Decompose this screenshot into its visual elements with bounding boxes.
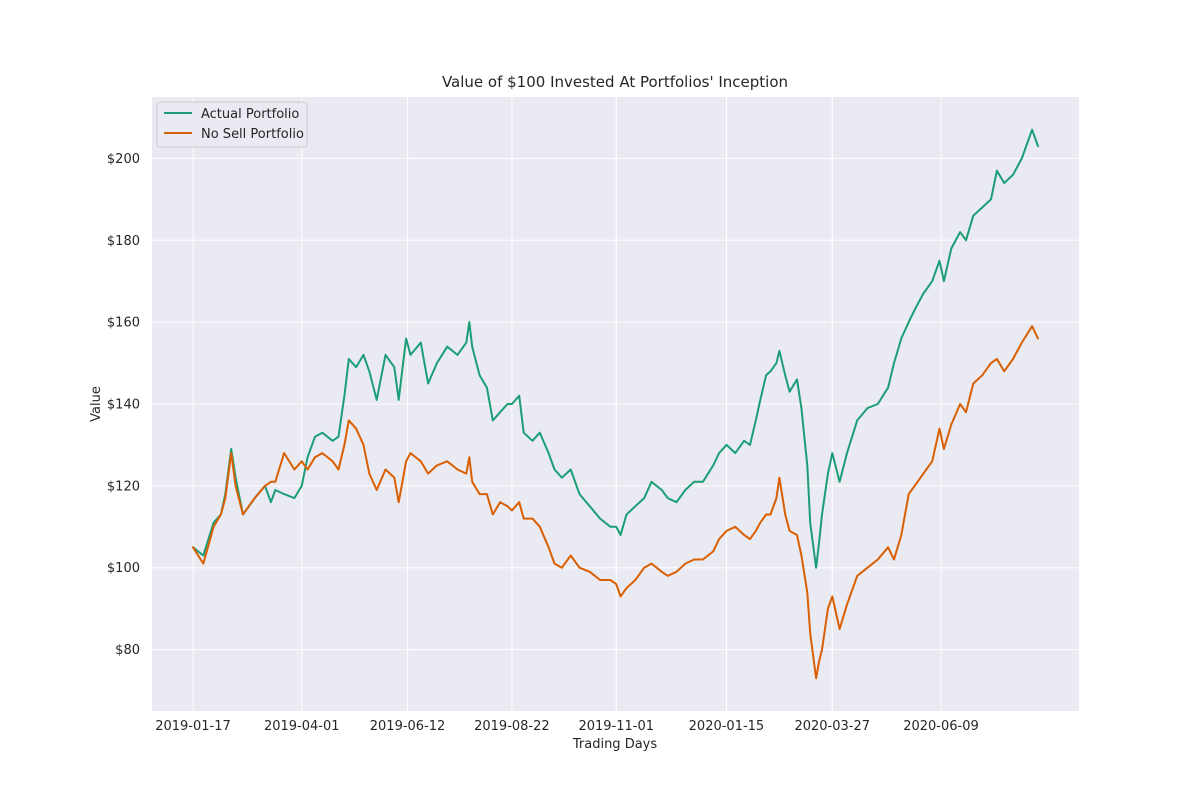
x-tick-label: 2020-06-09 [903, 719, 979, 734]
chart-title: Value of $100 Invested At Portfolios' In… [442, 73, 788, 91]
x-axis-label: Trading Days [572, 737, 657, 752]
y-tick-label: $180 [107, 234, 140, 249]
x-tick-labels: 2019-01-17 2019-04-01 2019-06-12 2019-08-22… [155, 719, 979, 734]
legend: Actual Portfolio No Sell Portfolio [156, 101, 308, 148]
x-tick-label: 2019-11-01 [578, 719, 654, 734]
legend-label-actual-portfolio: Actual Portfolio [201, 107, 299, 122]
no-sell-portfolio-line [192, 325, 1039, 680]
y-axis-label: Value [89, 386, 104, 422]
x-tick-label: 2020-03-27 [794, 719, 870, 734]
x-tick-label: 2019-06-12 [370, 719, 446, 734]
y-gridlines [152, 157, 1079, 651]
y-tick-label: $140 [107, 398, 140, 413]
actual-portfolio-line [192, 128, 1039, 569]
legend-label-no-sell-portfolio: No Sell Portfolio [201, 127, 304, 142]
series-layer [192, 128, 1039, 680]
y-tick-label: $80 [115, 643, 140, 658]
legend-box [156, 101, 308, 148]
y-tick-label: $120 [107, 479, 140, 494]
y-tick-label: $200 [107, 152, 140, 167]
y-tick-labels: $80 $100 $120 $140 $160 $180 $200 [107, 152, 140, 658]
x-tick-label: 2019-04-01 [264, 719, 340, 734]
y-tick-label: $100 [107, 561, 140, 576]
x-tick-label: 2019-01-17 [155, 719, 231, 734]
y-tick-label: $160 [107, 316, 140, 331]
x-tick-label: 2020-01-15 [689, 719, 765, 734]
x-tick-label: 2019-08-22 [474, 719, 550, 734]
